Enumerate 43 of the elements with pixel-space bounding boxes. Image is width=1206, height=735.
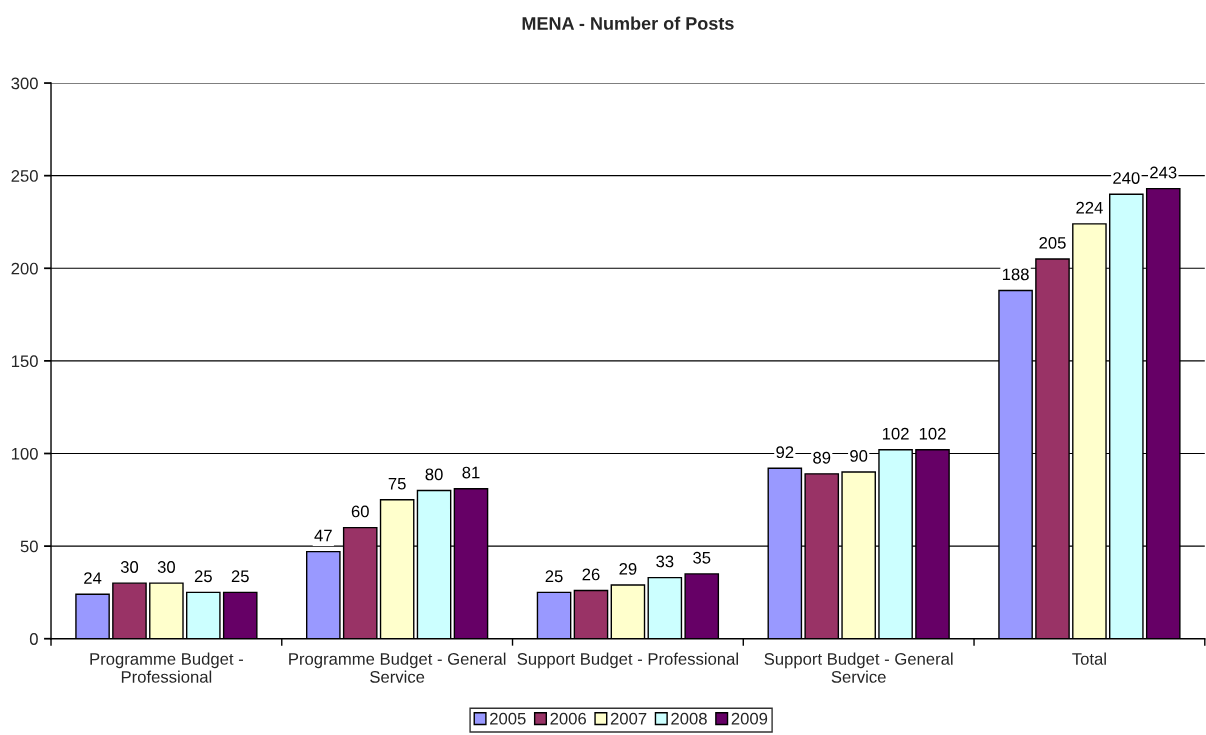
legend-label: 2005	[490, 712, 526, 725]
data-label: 243	[1150, 166, 1177, 179]
x-tick-label: Support Budget - Professional	[517, 652, 738, 669]
y-tick-label: 150	[11, 355, 38, 368]
y-tick-label: 300	[11, 77, 38, 90]
data-label: 25	[545, 570, 563, 583]
data-label: 224	[1076, 201, 1103, 214]
y-tick-label: 200	[11, 262, 38, 275]
data-label: 92	[776, 446, 794, 459]
data-label: 205	[1039, 236, 1066, 249]
data-label: 80	[425, 468, 443, 481]
data-label: 188	[1002, 268, 1029, 281]
y-tick-label: 100	[11, 447, 38, 460]
data-label: 33	[656, 555, 674, 568]
x-tick-label: Total	[1072, 652, 1106, 665]
y-tick-label: 250	[11, 170, 38, 182]
y-tick-label: 50	[20, 540, 38, 553]
data-label: 60	[351, 505, 369, 518]
data-label: 35	[693, 551, 711, 564]
data-label: 240	[1113, 172, 1140, 184]
data-label: 30	[120, 561, 139, 573]
y-tick-label: 0	[29, 633, 38, 645]
legend-label: 2007	[610, 712, 647, 725]
data-label: 75	[388, 477, 406, 490]
data-label: 81	[462, 466, 480, 479]
data-label: 102	[882, 427, 909, 440]
data-label: 26	[582, 568, 600, 581]
data-label: 25	[231, 570, 249, 583]
data-label: 47	[314, 529, 332, 542]
x-tick-label: Programme Budget - General Service	[289, 652, 506, 683]
x-tick-label: Support Budget - General Service	[764, 652, 953, 683]
data-label: 25	[194, 570, 212, 583]
x-tick-label: Programme Budget - Professional	[90, 652, 243, 683]
legend-label: 2009	[731, 712, 768, 725]
legend-label: 2008	[671, 712, 707, 725]
data-label: 90	[850, 449, 868, 462]
legend-label: 2006	[550, 712, 586, 725]
data-label: 89	[813, 451, 831, 464]
data-label: 24	[84, 572, 102, 584]
data-label: 29	[619, 562, 637, 575]
data-label: 30	[157, 561, 176, 573]
data-label: 102	[919, 427, 946, 440]
chart-title: MENA - Number of Posts	[522, 16, 734, 30]
